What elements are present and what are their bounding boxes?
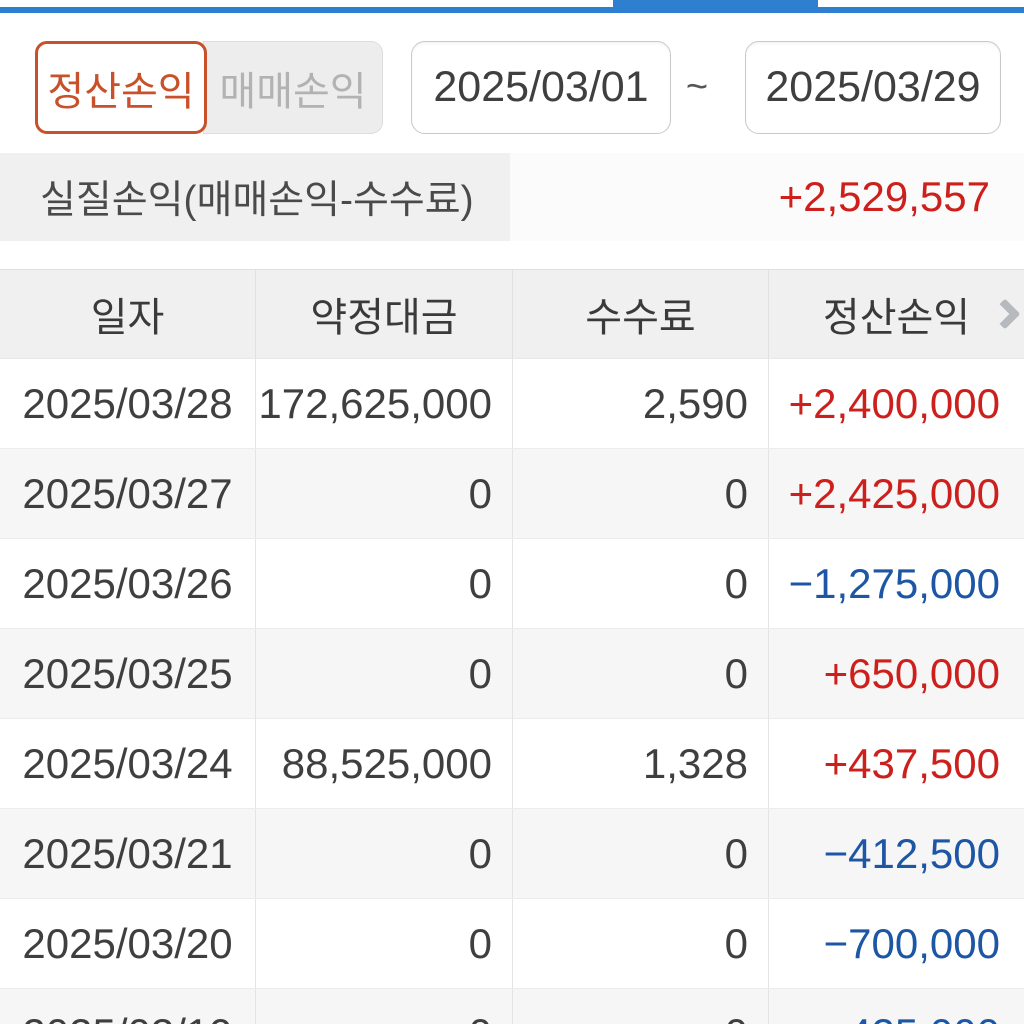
cell-pnl: −425,000	[768, 989, 1024, 1024]
table-row[interactable]: 2025/03/24 88,525,000 1,328 +437,500	[0, 719, 1024, 809]
cell-fee: 2,590	[512, 359, 768, 448]
cell-pnl: +437,500	[768, 719, 1024, 808]
summary-value: +2,529,557	[510, 153, 1024, 241]
cell-fee: 0	[512, 539, 768, 628]
table-header: 일자 약정대금 수수료 정산손익	[0, 269, 1024, 359]
cell-date: 2025/03/20	[22, 919, 233, 967]
cell-amount: 0	[255, 809, 512, 898]
cell-amount: 172,625,000	[255, 359, 512, 448]
cell-fee: 0	[512, 629, 768, 718]
col-header-fee: 수수료	[512, 270, 768, 358]
pnl-table: 일자 약정대금 수수료 정산손익 2025/03/28 172,625,000 …	[0, 269, 1024, 1024]
cell-date: 2025/03/25	[22, 649, 233, 697]
top-tab-scrollbar	[0, 0, 1024, 13]
cell-pnl: −1,275,000	[768, 539, 1024, 628]
summary-row: 실질손익(매매손익-수수료) +2,529,557	[0, 153, 1024, 241]
cell-date: 2025/03/21	[22, 829, 233, 877]
cell-pnl: +2,400,000	[768, 359, 1024, 448]
cell-pnl: −412,500	[768, 809, 1024, 898]
tab-bar-underline	[0, 7, 1024, 13]
cell-date: 2025/03/26	[22, 559, 233, 607]
start-date-field[interactable]: 2025/03/01	[411, 41, 671, 134]
end-date-field[interactable]: 2025/03/29	[745, 41, 1001, 134]
cell-fee: 0	[512, 809, 768, 898]
cell-date: 2025/03/19	[0, 989, 255, 1024]
pnl-type-toggle: 정산손익 매매손익	[35, 41, 383, 134]
table-row[interactable]: 2025/03/20 0 0 −700,000	[0, 899, 1024, 989]
active-tab-indicator[interactable]	[613, 0, 818, 13]
table-row[interactable]: 2025/03/19 0 0 −425,000	[0, 989, 1024, 1024]
col-header-amount: 약정대금	[255, 270, 512, 358]
cell-amount: 88,525,000	[255, 719, 512, 808]
tab-settlement-pnl[interactable]: 정산손익	[35, 41, 207, 134]
col-header-pnl: 정산손익	[768, 270, 1024, 358]
cell-amount: 0	[255, 989, 512, 1024]
cell-date: 2025/03/27	[22, 469, 233, 517]
cell-fee: 0	[512, 899, 768, 988]
table-row[interactable]: 2025/03/28 172,625,000 2,590 +2,400,000	[0, 359, 1024, 449]
cell-pnl: +2,425,000	[768, 449, 1024, 538]
col-header-date: 일자	[90, 296, 165, 340]
cell-date: 2025/03/28	[22, 379, 233, 427]
table-row[interactable]: 2025/03/26 0 0 −1,275,000	[0, 539, 1024, 629]
cell-pnl: −700,000	[768, 899, 1024, 988]
table-body: 2025/03/28 172,625,000 2,590 +2,400,000 …	[0, 359, 1024, 1024]
cell-amount: 0	[255, 899, 512, 988]
cell-date: 2025/03/24	[22, 739, 233, 787]
cell-fee: 0	[512, 449, 768, 538]
cell-amount: 0	[255, 449, 512, 538]
cell-amount: 0	[255, 539, 512, 628]
table-row[interactable]: 2025/03/25 0 0 +650,000	[0, 629, 1024, 719]
cell-amount: 0	[255, 629, 512, 718]
table-row[interactable]: 2025/03/27 0 0 +2,425,000	[0, 449, 1024, 539]
cell-fee: 0	[512, 989, 768, 1024]
cell-pnl: +650,000	[768, 629, 1024, 718]
date-range-separator: ~	[685, 66, 709, 108]
table-row[interactable]: 2025/03/21 0 0 −412,500	[0, 809, 1024, 899]
tab-trading-pnl[interactable]: 매매손익	[203, 41, 383, 134]
filter-row: 정산손익 매매손익 2025/03/01 ~ 2025/03/29	[0, 41, 1024, 134]
summary-label: 실질손익(매매손익-수수료)	[0, 153, 510, 241]
cell-fee: 1,328	[512, 719, 768, 808]
